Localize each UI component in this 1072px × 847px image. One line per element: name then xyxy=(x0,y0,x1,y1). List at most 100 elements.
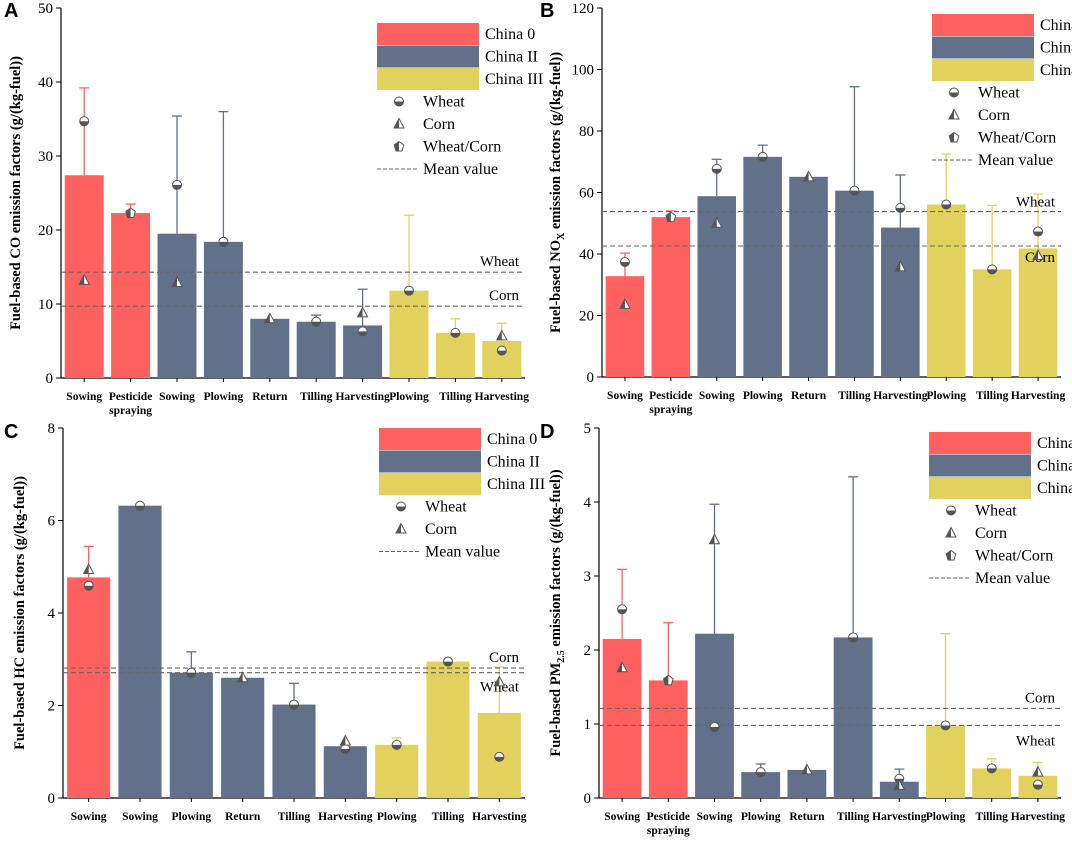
legend-swatch xyxy=(377,23,479,45)
panel-c: 0 2 4 6 8 Fuel-based HC emission factors (g/(… xyxy=(0,421,545,842)
legend-wheat-corn-icon xyxy=(393,140,405,152)
wheat-marker xyxy=(450,327,461,338)
bar xyxy=(272,704,316,798)
corn-marker xyxy=(802,170,815,182)
mean-line-label: Wheat xyxy=(1016,733,1056,749)
legend-wheat-icon xyxy=(396,501,406,512)
x-tick-label: Pesticide spraying xyxy=(649,390,692,416)
wheat-corn-marker xyxy=(125,207,136,218)
legend-label: China II xyxy=(485,49,538,66)
bar xyxy=(67,577,111,798)
legend-label: China III xyxy=(1040,62,1072,79)
mean-line-label: Corn xyxy=(489,650,520,666)
y-axis-label: Fuel-based HC emission factors (g/(kg-fu… xyxy=(12,476,28,750)
legend-label: Corn xyxy=(423,116,455,133)
legend-label: Mean value xyxy=(978,152,1053,169)
bar xyxy=(743,156,782,377)
y-axis-label: Fuel-based NOX emission factors (g/(kg-f… xyxy=(548,52,567,333)
legend-label: Wheat xyxy=(425,499,467,516)
x-tick-label: Sowing xyxy=(607,390,643,402)
x-tick-label: Plowing xyxy=(743,390,783,402)
y-tick-label: 0 xyxy=(48,791,56,807)
y-tick-label: 20 xyxy=(38,223,53,239)
bar xyxy=(605,276,645,377)
x-tick-label: Plowing xyxy=(926,811,966,823)
y-tick-label: 0 xyxy=(584,791,592,807)
x-tick-label: Tilling xyxy=(838,390,871,402)
wheat-marker xyxy=(135,500,145,511)
corn-marker xyxy=(495,329,508,341)
wheat-marker xyxy=(755,767,766,778)
bar xyxy=(1018,248,1058,377)
x-tick-label: Tilling xyxy=(432,811,465,823)
corn-marker xyxy=(78,273,91,285)
y-tick-label: 0 xyxy=(587,370,595,386)
x-tick-label: Sowing xyxy=(71,811,107,823)
x-tick-label: Sowing xyxy=(122,811,158,823)
wheat-marker xyxy=(289,699,299,710)
legend-corn-icon xyxy=(393,117,405,129)
legend-label: Mean value xyxy=(423,161,498,178)
panel-letter-a: A xyxy=(4,0,19,22)
legend: China 0 China II China III Wheat Corn Wheat/C… xyxy=(929,432,1072,587)
y-tick-label: 40 xyxy=(38,75,53,91)
wheat-marker xyxy=(1033,226,1044,237)
legend-label: Wheat/Corn xyxy=(975,548,1053,565)
y-tick-label: 20 xyxy=(579,309,594,325)
y-tick-label: 2 xyxy=(48,699,56,715)
wheat-marker xyxy=(895,202,906,213)
legend-label: China III xyxy=(487,476,545,493)
corn-marker xyxy=(708,533,721,545)
y-tick-label: 100 xyxy=(572,63,595,79)
legend-label: China II xyxy=(487,454,540,471)
y-tick-label: 4 xyxy=(48,606,56,622)
x-tick-label: Plowing xyxy=(389,391,429,403)
bar xyxy=(389,290,429,378)
bar xyxy=(111,212,151,378)
legend-swatch xyxy=(929,432,1031,454)
x-tick-label: Tilling xyxy=(976,811,1009,823)
bar xyxy=(926,725,965,798)
wheat-marker xyxy=(619,256,630,267)
y-tick-label: 4 xyxy=(584,495,592,511)
wheat-marker xyxy=(391,739,402,750)
legend-label: China 0 xyxy=(1037,435,1072,452)
bar xyxy=(375,744,419,798)
legend-label: Mean value xyxy=(425,544,500,561)
x-tick-label: Harvesting xyxy=(872,811,927,823)
chart-c: 0 2 4 6 8 Fuel-based HC emission factors (g/(… xyxy=(12,421,545,823)
y-tick-label: 10 xyxy=(38,297,53,313)
wheat-marker xyxy=(757,151,768,162)
corn-marker xyxy=(236,671,249,683)
x-tick-label: Harvesting xyxy=(1011,811,1066,823)
wheat-marker xyxy=(218,236,229,247)
x-tick-label: Return xyxy=(225,811,261,823)
corn-marker xyxy=(263,312,276,324)
mean-line-label: Wheat xyxy=(1016,195,1056,211)
legend-label: Wheat xyxy=(978,85,1020,102)
corn-marker xyxy=(1032,765,1044,777)
bar xyxy=(296,321,336,378)
y-tick-label: 40 xyxy=(579,247,594,263)
mean-line-label: Corn xyxy=(489,288,520,304)
x-tick-label: Harvesting xyxy=(1011,390,1066,402)
legend-label: China 0 xyxy=(487,431,537,448)
y-tick-label: 8 xyxy=(48,421,56,437)
corn-marker xyxy=(619,297,631,309)
legend-wheat-icon xyxy=(946,505,956,516)
x-tick-label: Plowing xyxy=(926,390,966,402)
y-tick-label: 50 xyxy=(38,1,53,17)
legend-swatch xyxy=(929,454,1031,477)
bar xyxy=(972,269,1012,377)
legend-wheat-icon xyxy=(394,96,404,107)
legend-swatch xyxy=(929,477,1031,499)
wheat-marker xyxy=(311,316,322,327)
bar xyxy=(695,633,734,798)
x-tick-label: Sowing xyxy=(697,811,733,823)
legend-corn-icon xyxy=(945,526,957,538)
legend-swatch xyxy=(932,59,1034,81)
legend-label: China III xyxy=(1037,480,1072,497)
wheat-marker xyxy=(986,763,997,774)
wheat-marker xyxy=(494,751,505,762)
legend-label: Wheat/Corn xyxy=(978,130,1056,147)
